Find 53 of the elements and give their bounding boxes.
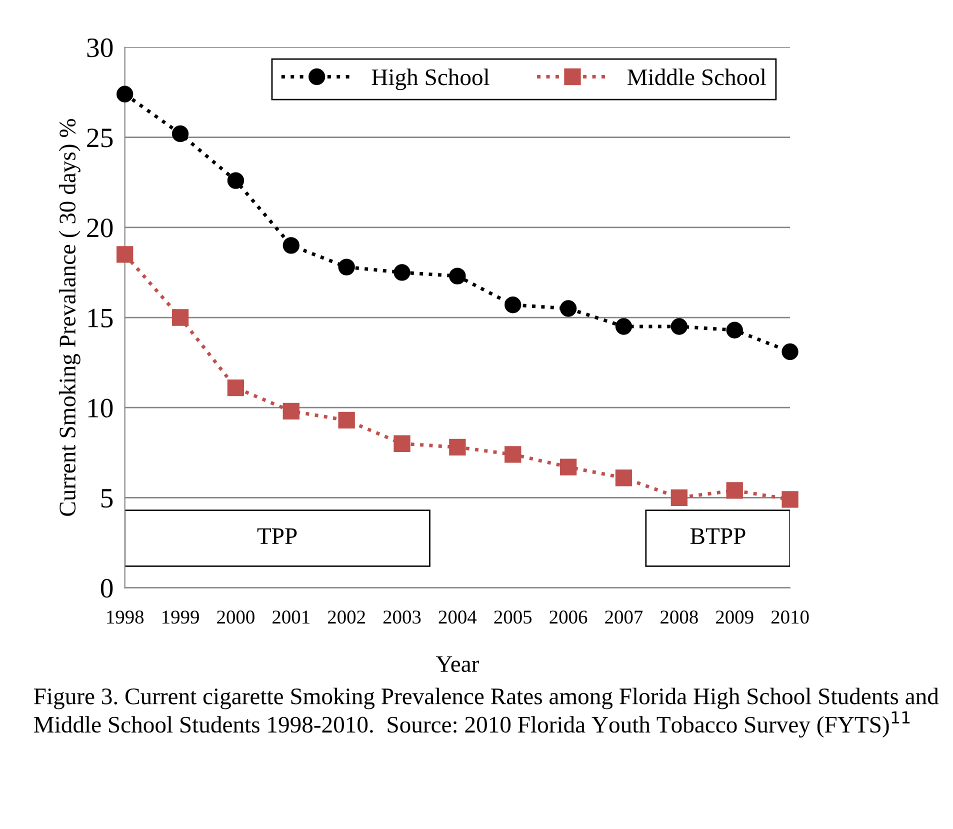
point xyxy=(449,268,466,284)
y-tick-label: 10 xyxy=(88,398,113,418)
x-tick-label: 2006 xyxy=(550,610,588,624)
x-tick-label: 1999 xyxy=(162,610,199,624)
x-tick-label: 1998 xyxy=(107,610,144,624)
y-tick-label: 0 xyxy=(100,578,113,598)
point xyxy=(670,318,688,335)
x-tick-label: 2005 xyxy=(494,610,532,624)
point xyxy=(227,172,244,189)
legend-label: Middle School xyxy=(627,68,766,86)
point xyxy=(282,237,300,254)
point xyxy=(449,438,466,456)
point xyxy=(615,318,632,335)
point xyxy=(172,125,189,142)
point xyxy=(172,309,189,326)
point xyxy=(338,258,355,276)
x-tick-label: 2010 xyxy=(771,610,809,624)
point xyxy=(726,322,743,338)
point xyxy=(560,300,577,317)
band-label: TPP xyxy=(257,528,297,544)
x-tick-label: 2001 xyxy=(272,610,310,624)
x-tick-label: 2007 xyxy=(605,610,643,624)
point xyxy=(726,482,743,499)
x-tick-label: 2008 xyxy=(660,610,698,624)
point xyxy=(282,402,300,420)
legend-label: High School xyxy=(372,68,490,90)
point xyxy=(116,246,134,263)
point xyxy=(227,379,244,396)
y-tick-label: 25 xyxy=(87,128,113,148)
x-tick-label: 2002 xyxy=(328,610,365,624)
point xyxy=(338,412,355,429)
point xyxy=(782,491,798,508)
x-tick-label: 2000 xyxy=(217,610,254,624)
band-label: BTPP xyxy=(690,528,746,544)
point xyxy=(504,446,522,463)
point xyxy=(782,343,798,360)
point xyxy=(394,435,410,452)
caption: Figure 3. Current cigarette Smoking Prevalence Rates among Florida High School Students and Middle School Students 1998-2010. Source: 2010 Florida Youth Tobacco Survey (FYTS)$^{11}$ xyxy=(34,688,939,738)
point xyxy=(116,86,134,102)
y-tick-label: 30 xyxy=(87,38,113,58)
y-axis-title: Current Smoking Prevalance ( 30 days) % xyxy=(58,118,80,516)
point xyxy=(560,458,577,476)
point xyxy=(504,296,522,314)
y-tick-label: 15 xyxy=(88,308,113,328)
point xyxy=(615,470,632,486)
y-tick-label: 5 xyxy=(101,489,113,508)
y-tick-label: 20 xyxy=(87,218,113,238)
x-tick-label: 2009 xyxy=(716,610,754,624)
point xyxy=(394,264,410,281)
x-axis-title: Year xyxy=(436,656,479,672)
point xyxy=(670,489,688,506)
x-tick-label: 2004 xyxy=(438,610,477,624)
x-tick-label: 2003 xyxy=(383,610,421,624)
